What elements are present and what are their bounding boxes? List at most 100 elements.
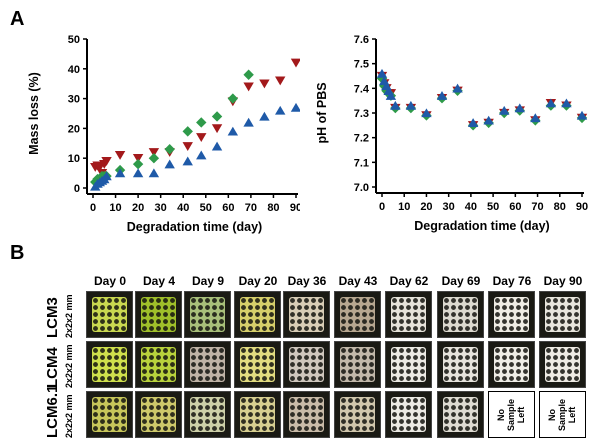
row-sample-label: LCM6.1	[44, 384, 61, 438]
ph-x-tick-label: 60	[509, 201, 521, 213]
ph-y-axis-title: pH of PBS	[315, 82, 329, 143]
mass-point-s0	[211, 124, 223, 134]
scaffold-lattice	[141, 397, 176, 432]
ph-point-s2	[452, 83, 463, 93]
scaffold-photo-tile	[334, 291, 381, 338]
mass-y-tick-label: 50	[68, 34, 80, 46]
scaffold-photo-tile	[488, 341, 535, 388]
day-column-header: Day 90	[543, 274, 583, 288]
ph-point-s2	[405, 100, 417, 110]
scaffold-lattice	[289, 397, 324, 432]
mass-x-tick-label: 20	[132, 202, 144, 214]
scaffold-photo-tile	[86, 391, 133, 438]
mass-x-tick-label: 70	[245, 202, 257, 214]
ph-x-axis-title: Degradation time (day)	[414, 219, 549, 233]
mass-point-s2	[275, 105, 286, 115]
ph-point-s2	[421, 108, 432, 118]
scaffold-lattice	[340, 397, 375, 432]
ph-point-s2	[499, 105, 510, 115]
ph-x-tick-label: 0	[379, 201, 385, 213]
scaffold-lattice	[92, 297, 127, 332]
scaffold-photo-tile	[184, 291, 231, 338]
scaffold-lattice	[92, 397, 127, 432]
scaffold-lattice	[190, 397, 225, 432]
day-column-header: Day 69	[441, 274, 481, 288]
ph-point-s2	[390, 100, 401, 110]
mass-y-axis-title: Mass loss (%)	[27, 72, 41, 155]
scaffold-photo-tile	[283, 291, 330, 338]
day-column-header: Day 36	[287, 274, 327, 288]
scaffold-photo-tile	[539, 341, 586, 388]
scaffold-photo-tile	[334, 341, 381, 388]
scaffold-photo-tile	[135, 291, 182, 338]
scaffold-lattice	[545, 347, 580, 382]
mass-point-s0	[182, 142, 193, 151]
mass-point-s0	[259, 79, 270, 89]
row-sample-label: LCM4	[44, 347, 61, 388]
mass-point-s2	[132, 168, 144, 178]
scaffold-photo-tile	[184, 341, 231, 388]
ph-y-tick-label: 7.6	[354, 34, 369, 46]
scaffold-lattice	[391, 347, 426, 382]
mass-x-tick-label: 0	[90, 202, 96, 214]
mass-point-s1	[243, 69, 254, 80]
scaffold-photo-tile	[283, 341, 330, 388]
mass-x-axis-title: Degradation time (day)	[127, 220, 262, 234]
mass-x-tick-label: 30	[155, 202, 167, 214]
scaffold-lattice	[141, 297, 176, 332]
scaffold-lattice	[190, 297, 225, 332]
scaffold-lattice	[340, 297, 375, 332]
scaffold-lattice	[443, 297, 478, 332]
mass-point-s2	[290, 102, 300, 112]
ph-point-s2	[436, 91, 448, 100]
mass-point-s2	[259, 111, 270, 121]
scaffold-photo-tile	[234, 291, 281, 338]
scaffold-lattice	[494, 297, 529, 332]
scaffold-lattice	[240, 397, 275, 432]
mass-x-tick-label: 80	[267, 202, 279, 214]
scaffold-lattice	[391, 297, 426, 332]
mass-point-s2	[114, 168, 126, 178]
no-sample-tile: No Sample Left	[488, 391, 535, 438]
scaffold-photo-tile	[334, 391, 381, 438]
mass-point-s1	[132, 158, 144, 170]
mass-point-s1	[182, 126, 193, 137]
ph-point-s2	[483, 115, 494, 125]
scaffold-photo-tile	[184, 391, 231, 438]
mass-point-s1	[211, 111, 223, 122]
scaffold-lattice	[240, 297, 275, 332]
scaffold-lattice	[494, 347, 529, 382]
mass-y-tick-label: 40	[68, 64, 80, 76]
day-column-header: Day 43	[338, 274, 378, 288]
scaffold-photo-tile	[135, 391, 182, 438]
no-sample-tile: No Sample Left	[539, 391, 586, 438]
ph-point-s2	[514, 103, 525, 113]
mass-point-s0	[148, 148, 160, 157]
row-sample-label: LCM3	[44, 297, 61, 338]
scaffold-lattice	[443, 397, 478, 432]
ph-point-s2	[576, 110, 588, 120]
day-column-header: Day 76	[492, 274, 532, 288]
ph-x-tick-label: 20	[420, 201, 432, 213]
ph-y-tick-label: 7.4	[354, 83, 370, 95]
ph-x-tick-label: 10	[398, 201, 410, 213]
scaffold-photo-tile	[234, 391, 281, 438]
mass-point-s0	[290, 58, 300, 68]
mass-point-s0	[114, 151, 126, 160]
ph-point-s2	[385, 91, 397, 100]
ph-y-tick-label: 7.0	[354, 182, 369, 194]
mass-point-s1	[148, 153, 160, 164]
mass-x-tick-label: 10	[109, 202, 121, 214]
day-column-header: Day 0	[93, 274, 127, 288]
ph-x-tick-label: 30	[443, 201, 455, 213]
mass-point-s2	[164, 159, 175, 169]
mass-y-tick-label: 0	[74, 183, 80, 195]
row-size-label: 2x2x2 mm	[64, 394, 74, 438]
ph-point-s2	[376, 68, 388, 78]
ph-x-tick-label: 70	[531, 201, 543, 213]
row-size-label: 2x2x2 mm	[64, 294, 74, 338]
mass-point-s1	[227, 93, 239, 104]
mass-y-tick-label: 30	[68, 94, 80, 106]
mass-point-s2	[182, 156, 193, 166]
no-sample-label: No Sample Left	[496, 398, 527, 431]
